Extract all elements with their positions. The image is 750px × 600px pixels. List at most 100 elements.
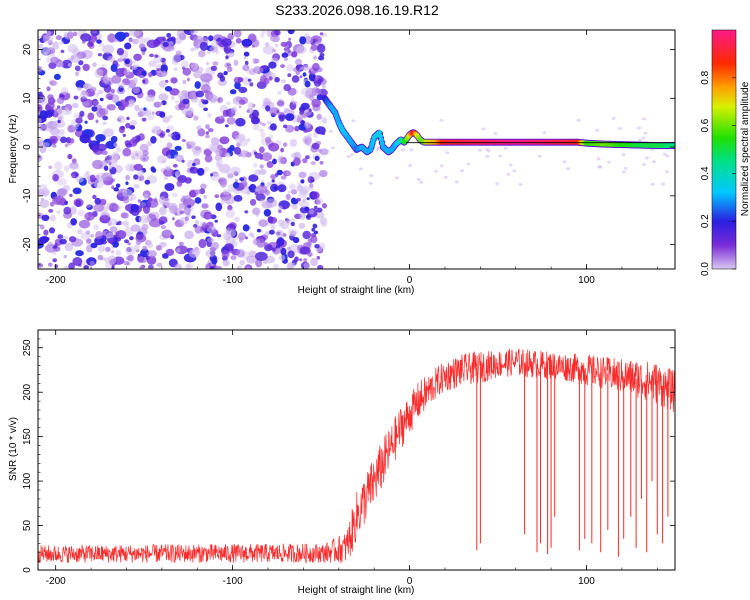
faint-blob <box>637 138 642 142</box>
noise-blob <box>309 94 315 102</box>
noise-blob <box>197 128 206 137</box>
noise-blob <box>268 76 273 81</box>
x-tick-label: -100 <box>223 576 243 587</box>
noise-blob <box>53 73 61 80</box>
noise-blob <box>148 213 154 218</box>
noise-blob <box>182 98 190 105</box>
noise-blob <box>158 102 164 106</box>
noise-blob <box>269 107 280 116</box>
noise-blob <box>219 75 226 82</box>
snr-dropout-spikes <box>476 362 669 557</box>
noise-blob <box>255 251 268 261</box>
noise-blob <box>73 112 80 119</box>
noise-blob <box>210 266 215 269</box>
y-tick-label: 150 <box>22 428 33 445</box>
noise-blob <box>220 201 226 205</box>
noise-blob <box>290 189 298 195</box>
noise-blob <box>102 247 107 252</box>
noise-blob <box>69 161 79 170</box>
noise-blob <box>175 133 181 141</box>
noise-blob <box>84 120 88 124</box>
trace-cell <box>378 137 384 143</box>
noise-blob <box>204 154 213 163</box>
noise-blob <box>294 125 300 132</box>
noise-blob <box>52 258 57 263</box>
noise-blob <box>206 225 217 233</box>
noise-blob <box>285 113 295 121</box>
noise-blob <box>111 94 120 104</box>
noise-blob <box>67 31 74 39</box>
noise-blob <box>299 75 303 79</box>
faint-blob <box>566 167 571 171</box>
noise-blob <box>296 64 301 70</box>
noise-blob <box>291 75 300 83</box>
noise-blob <box>261 152 273 162</box>
spectrogram-y-axis-label: Frequency (Hz) <box>8 115 19 184</box>
noise-blob <box>131 64 138 71</box>
noise-blob <box>161 147 171 157</box>
noise-blob <box>64 143 69 148</box>
noise-blob <box>283 124 288 129</box>
noise-blob <box>168 115 173 119</box>
noise-blob <box>196 167 205 176</box>
faint-blob <box>349 153 354 157</box>
noise-blob <box>102 121 107 126</box>
noise-blob <box>164 205 167 209</box>
noise-blob <box>116 146 122 153</box>
noise-blob <box>300 87 312 96</box>
faint-blob <box>576 118 581 122</box>
noise-blob <box>299 200 310 209</box>
noise-blob <box>75 117 83 124</box>
noise-blob <box>200 98 206 103</box>
noise-blob <box>296 45 307 55</box>
noise-blob <box>118 125 125 134</box>
noise-blob <box>52 173 59 182</box>
noise-blob <box>117 115 126 123</box>
colorbar-tick-label: 0.0 <box>700 262 711 276</box>
noise-blob <box>115 249 121 256</box>
noise-blob <box>254 188 258 192</box>
noise-blob <box>105 246 111 252</box>
noise-blob <box>69 138 75 144</box>
faint-blob <box>508 163 513 167</box>
noise-blob <box>160 64 168 73</box>
noise-blob <box>73 126 78 130</box>
noise-blob <box>276 237 285 247</box>
noise-blob <box>275 43 279 48</box>
faint-blob <box>617 127 622 130</box>
noise-blob <box>85 230 91 235</box>
noise-blob <box>146 255 157 265</box>
noise-blob <box>43 229 49 236</box>
noise-blob <box>190 47 195 52</box>
noise-blob <box>246 266 250 269</box>
noise-blob <box>282 205 287 210</box>
noise-blob <box>212 61 219 66</box>
noise-blob <box>57 114 64 122</box>
noise-blob <box>291 98 296 103</box>
noise-blob <box>221 250 230 259</box>
noise-blob <box>242 64 250 72</box>
noise-blob <box>175 50 182 56</box>
spectrogram-plot-frame <box>37 29 676 270</box>
noise-blob <box>246 108 254 114</box>
noise-blob <box>215 159 223 165</box>
noise-blob <box>288 183 296 191</box>
noise-blob <box>63 235 69 240</box>
noise-blob <box>283 57 289 62</box>
noise-blob <box>172 54 182 64</box>
faint-blob <box>376 146 381 150</box>
noise-blob <box>311 98 321 108</box>
noise-blob <box>94 236 105 246</box>
noise-blob <box>110 88 115 94</box>
noise-blob <box>255 258 263 268</box>
noise-blob <box>187 159 195 169</box>
noise-blob <box>127 86 131 90</box>
noise-blob <box>205 213 212 219</box>
noise-blob <box>181 60 189 69</box>
noise-blob <box>45 57 53 64</box>
y-tick-label: 20 <box>22 44 33 56</box>
noise-blob <box>49 127 60 136</box>
noise-blob <box>285 218 290 224</box>
noise-blob <box>101 172 113 182</box>
noise-blob <box>65 109 73 115</box>
